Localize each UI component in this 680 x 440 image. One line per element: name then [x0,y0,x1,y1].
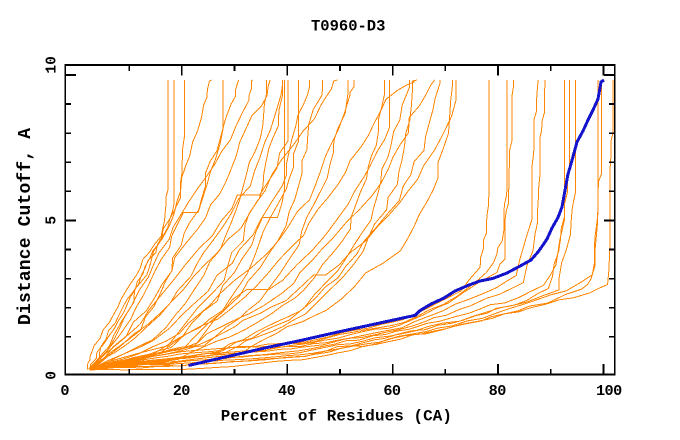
svg-text:0: 0 [60,382,69,400]
svg-text:100: 100 [596,382,622,400]
svg-text:40: 40 [278,382,296,400]
svg-text:20: 20 [173,382,191,400]
svg-text:60: 60 [383,382,401,400]
svg-text:Percent of Residues (CA): Percent of Residues (CA) [221,408,452,426]
svg-text:0: 0 [45,371,61,380]
svg-text:Distance Cutoff, A: Distance Cutoff, A [16,128,36,325]
svg-text:T0960-D3: T0960-D3 [311,18,385,36]
svg-text:5: 5 [45,216,61,225]
svg-text:10: 10 [45,56,61,74]
svg-text:80: 80 [489,382,507,400]
